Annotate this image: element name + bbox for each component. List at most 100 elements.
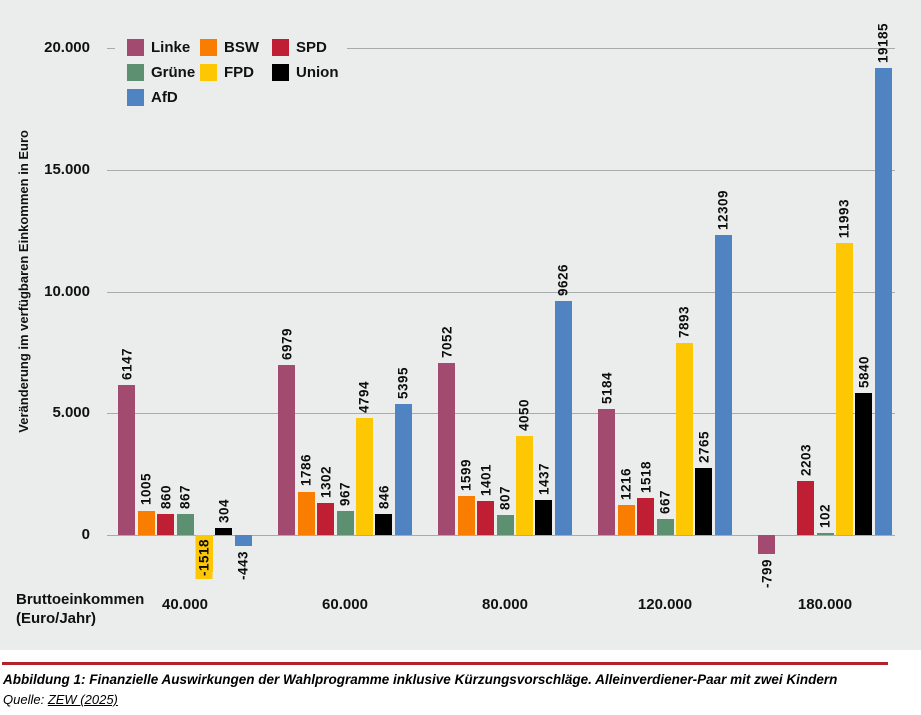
bar-Grüne-60.000 — [336, 511, 354, 535]
bar-AfD-180.000 — [874, 67, 892, 535]
x-tick-label-80.000: 80.000 — [482, 596, 528, 613]
bar-FPD-80.000 — [515, 436, 533, 535]
bar-value-label: 2203 — [798, 444, 814, 477]
legend-swatch-icon — [272, 64, 289, 81]
bar-Union-40.000 — [215, 527, 233, 535]
y-tick-label: 20.000 — [44, 39, 90, 56]
bar-SPD-180.000 — [797, 481, 815, 535]
x-tick-label-120.000: 120.000 — [637, 596, 693, 613]
bar-value-label: 1401 — [478, 463, 494, 496]
bar-BSW-40.000 — [137, 510, 155, 535]
bar-value-label: 1518 — [638, 461, 654, 494]
bar-Linke-120.000 — [598, 408, 616, 535]
bar-value-label: 1005 — [138, 473, 154, 506]
bar-BSW-60.000 — [297, 491, 315, 535]
bar-value-label: 4050 — [516, 399, 532, 432]
bar-value-label: 6147 — [119, 348, 135, 381]
x-tick-label-60.000: 60.000 — [322, 596, 368, 613]
bar-value-label: 667 — [657, 489, 673, 514]
y-tick-label: 10.000 — [44, 282, 90, 300]
bar-Union-60.000 — [375, 514, 393, 535]
bar-value-label: 1786 — [298, 454, 314, 487]
bar-value-label: -1518 — [195, 536, 213, 580]
bar-value-label: 1599 — [458, 459, 474, 492]
bar-AfD-80.000 — [554, 300, 572, 535]
legend-swatch-icon — [127, 89, 144, 106]
bar-Grüne-180.000 — [816, 532, 834, 535]
bar-FPD-60.000 — [355, 418, 373, 535]
bar-Linke-180.000 — [758, 535, 776, 555]
bar-value-label: 867 — [177, 484, 193, 509]
bar-AfD-60.000 — [394, 403, 412, 535]
legend-swatch-icon — [127, 64, 144, 81]
legend-item-Union: Union — [272, 64, 339, 81]
gridline-y-10.000 — [107, 291, 895, 293]
legend-swatch-icon — [272, 39, 289, 56]
bar-BSW-80.000 — [457, 496, 475, 535]
bar-value-label: 7052 — [439, 326, 455, 359]
bar-AfD-120.000 — [714, 235, 732, 535]
bar-value-label: 102 — [817, 503, 833, 528]
bar-SPD-80.000 — [477, 500, 495, 535]
x-axis-title-line2: (Euro/Jahr) — [16, 610, 97, 627]
gridline-y-5.000 — [107, 413, 895, 415]
bar-Grüne-80.000 — [496, 515, 514, 535]
legend-item-Linke: Linke — [127, 39, 200, 56]
caption-area: Abbildung 1: Finanzielle Auswirkungen de… — [0, 650, 921, 715]
bar-Linke-80.000 — [438, 363, 456, 535]
bar-value-label: 7893 — [676, 305, 692, 338]
legend-swatch-icon — [200, 64, 217, 81]
bar-SPD-120.000 — [637, 498, 655, 535]
x-tick-label-180.000: 180.000 — [797, 596, 853, 613]
legend-swatch-icon — [200, 39, 217, 56]
bar-Union-80.000 — [535, 500, 553, 535]
legend-item-BSW: BSW — [200, 39, 272, 56]
legend-item-Grüne: Grüne — [127, 64, 200, 81]
gridline-y-0 — [107, 535, 895, 536]
bar-Grüne-120.000 — [656, 518, 674, 535]
source-prefix: Quelle: — [3, 692, 48, 707]
y-tick-label: 5.000 — [52, 404, 90, 422]
legend-label: SPD — [296, 39, 327, 56]
bar-value-label: 4794 — [356, 381, 372, 414]
bar-value-label: -443 — [235, 550, 251, 580]
legend-label: FPD — [224, 64, 254, 81]
gridline-y-15.000 — [107, 169, 895, 171]
legend-item-AfD: AfD — [127, 89, 200, 106]
bar-value-label: 967 — [337, 482, 353, 507]
figure-caption: Abbildung 1: Finanzielle Auswirkungen de… — [3, 672, 838, 687]
bar-value-label: 807 — [497, 486, 513, 511]
legend-swatch-icon — [127, 39, 144, 56]
legend-item-FPD: FPD — [200, 64, 272, 81]
y-tick-label: 0 — [81, 526, 90, 543]
bar-Union-120.000 — [695, 467, 713, 535]
bar-value-label: 1302 — [318, 466, 334, 499]
legend-label: Grüne — [151, 64, 196, 81]
y-tick-label: 15.000 — [44, 160, 90, 178]
bar-SPD-60.000 — [317, 503, 335, 535]
source-link[interactable]: ZEW (2025) — [47, 692, 118, 707]
bar-Union-180.000 — [855, 392, 873, 535]
caption-rule — [2, 662, 888, 665]
bar-FPD-180.000 — [835, 242, 853, 535]
x-tick-label-40.000: 40.000 — [162, 596, 208, 613]
legend-label: Linke — [151, 39, 191, 56]
legend-label: Union — [296, 64, 339, 81]
legend-label: AfD — [151, 89, 178, 106]
bar-value-label: 304 — [216, 498, 232, 523]
bar-value-label: 11993 — [836, 198, 852, 238]
bar-value-label: 6979 — [279, 328, 295, 361]
bar-value-label: 5184 — [599, 371, 615, 404]
bar-value-label: -799 — [759, 559, 775, 589]
bar-value-label: 846 — [376, 485, 392, 510]
legend-item-SPD: SPD — [272, 39, 339, 56]
bar-value-label: 19185 — [875, 22, 891, 63]
chart-legend: Linke BSW SPD Grüne FPD Union AfD — [115, 31, 347, 112]
bar-AfD-40.000 — [234, 535, 252, 546]
x-axis-title: Bruttoeinkommen (Euro/Jahr) — [16, 590, 144, 628]
bar-Grüne-40.000 — [176, 513, 194, 535]
bar-value-label: 5840 — [856, 355, 872, 388]
bar-value-label: 1216 — [618, 468, 634, 501]
bar-Linke-60.000 — [278, 365, 296, 535]
gridline-y-20.000 — [107, 48, 895, 49]
